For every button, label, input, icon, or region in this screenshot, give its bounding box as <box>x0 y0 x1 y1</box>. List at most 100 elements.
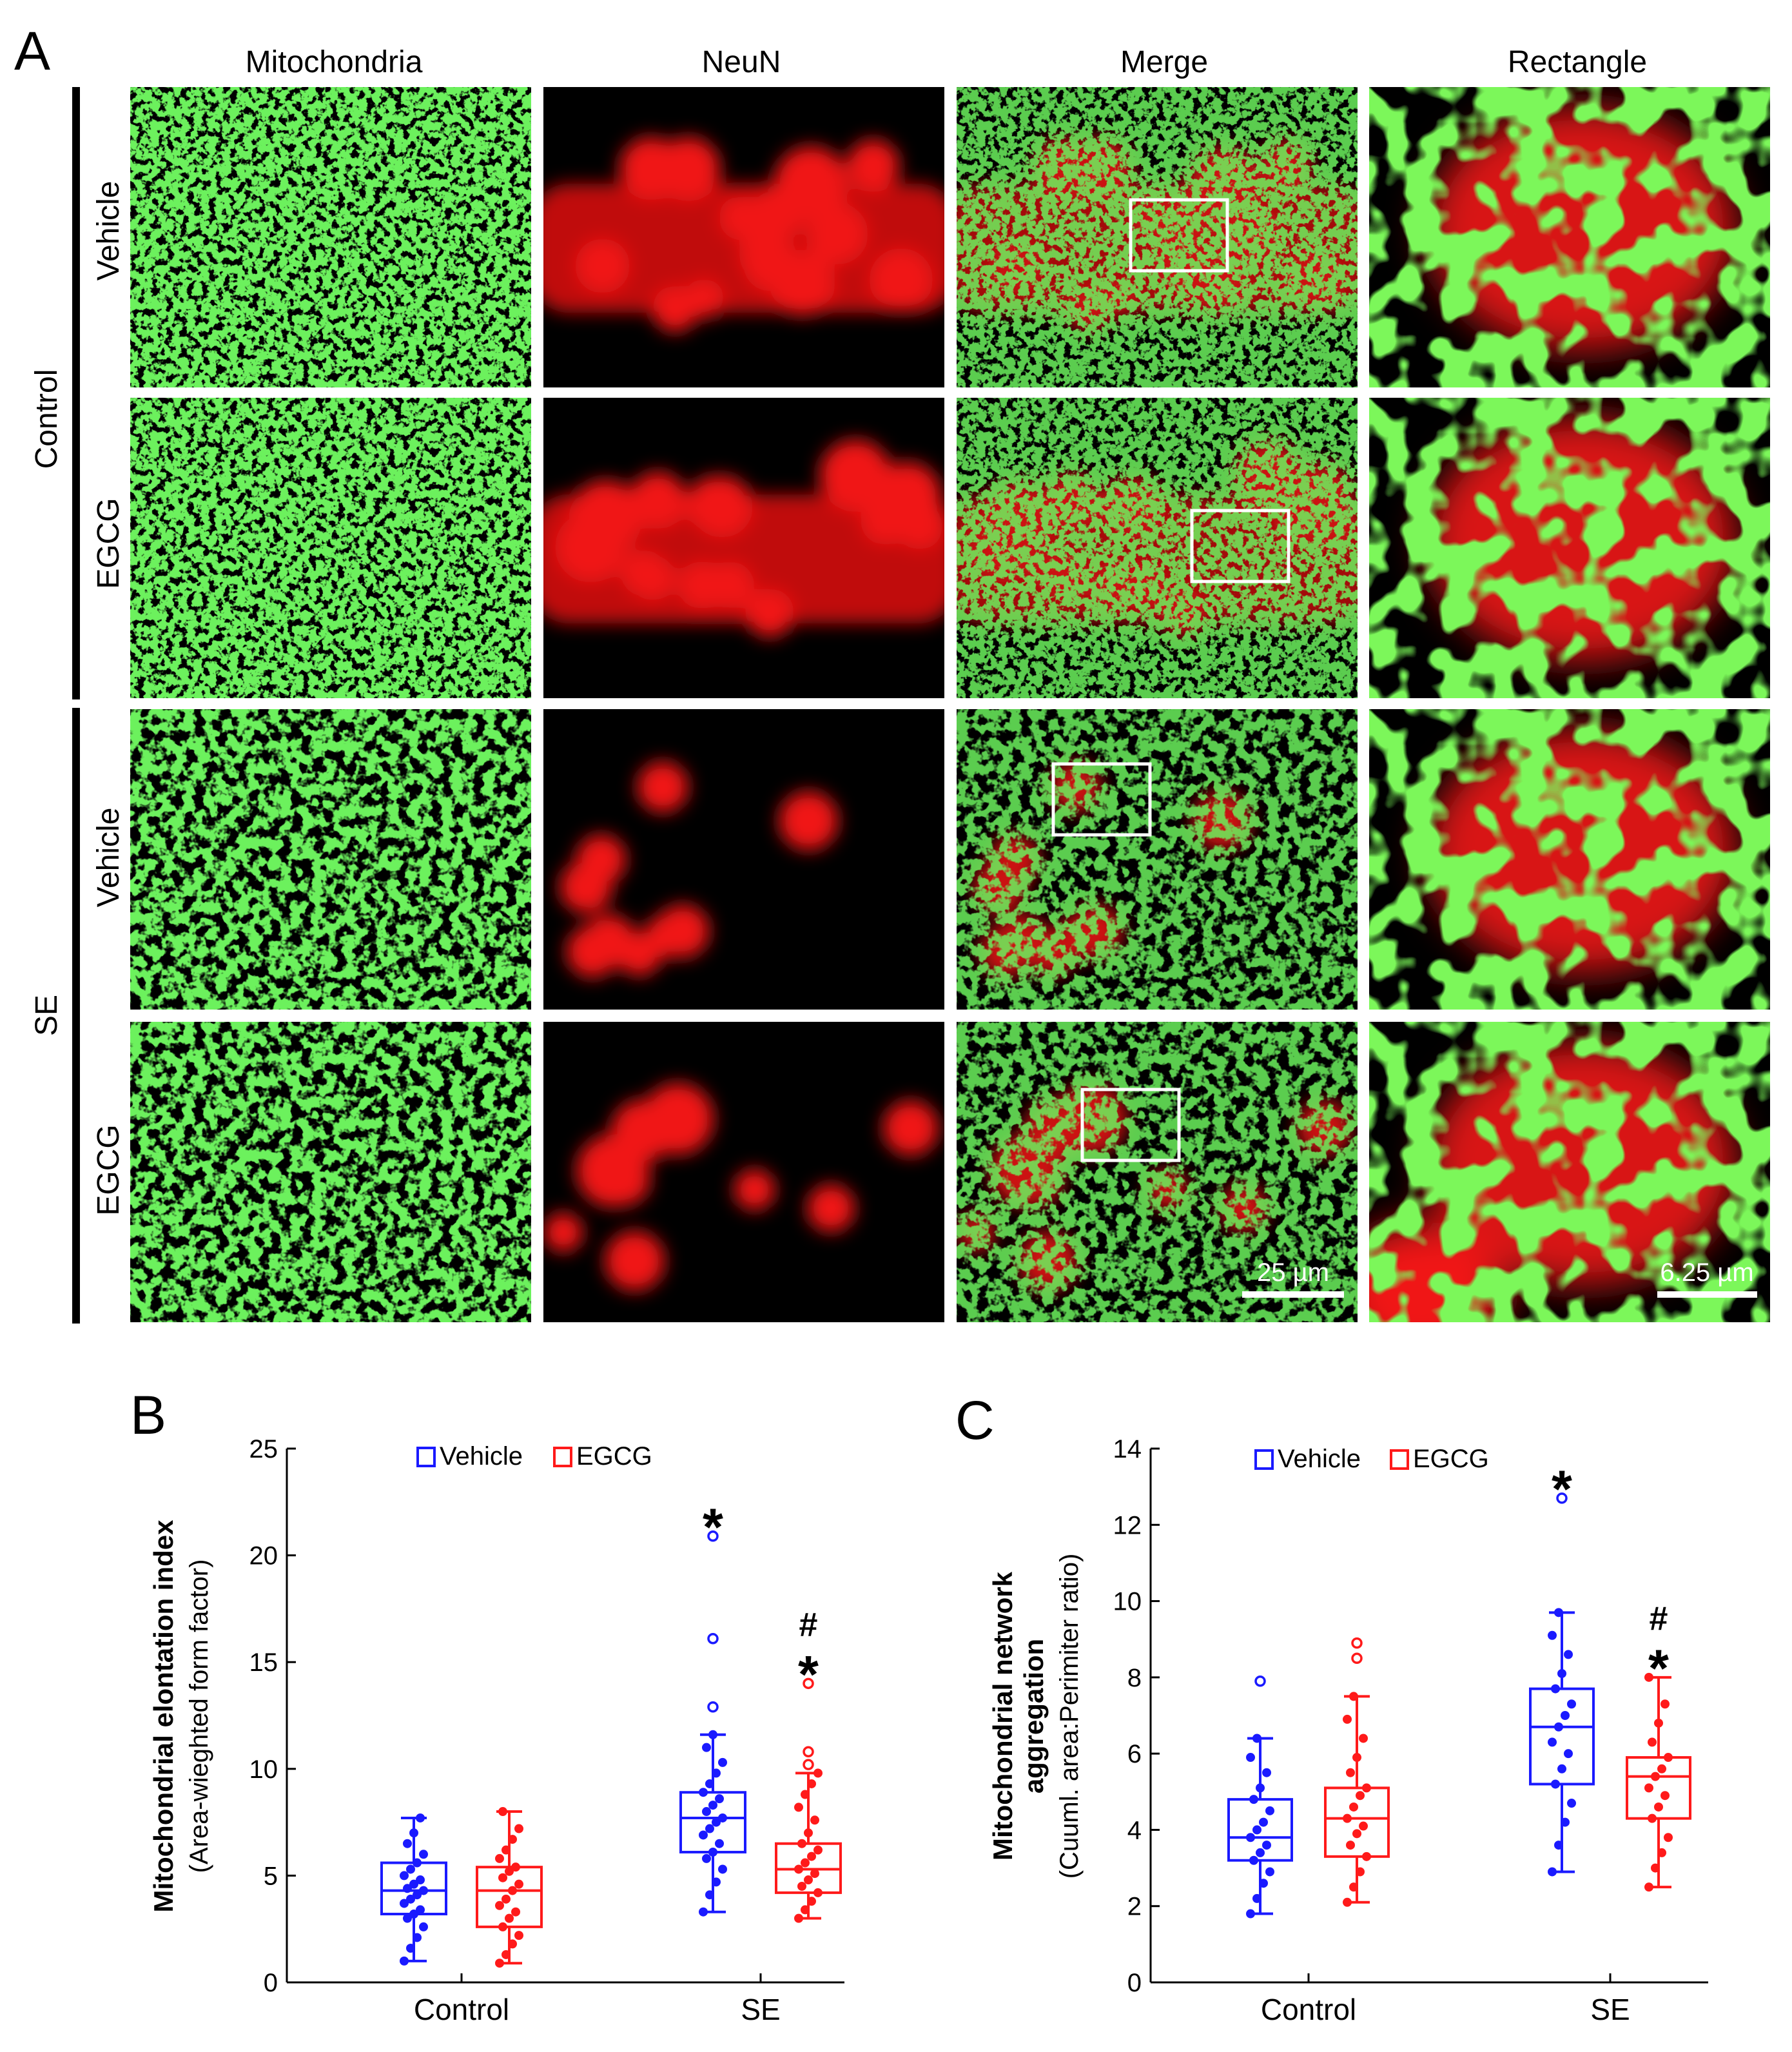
significance-hash: # <box>799 1606 818 1643</box>
data-point <box>409 1910 418 1919</box>
mitochondria-signal-zoom <box>1369 87 1770 387</box>
neun-cell <box>806 1184 855 1233</box>
data-point <box>406 1864 415 1874</box>
y-tick-label: 10 <box>249 1755 278 1784</box>
data-point <box>495 1853 504 1863</box>
micrograph-content <box>543 1082 939 1291</box>
data-point <box>813 1845 823 1855</box>
neun-cell <box>576 1134 650 1207</box>
data-point <box>1564 1749 1573 1759</box>
box-iqr <box>1626 1756 1691 1820</box>
neun-cell <box>779 791 839 851</box>
neun-cell <box>745 589 794 638</box>
roi-rectangle <box>1080 1088 1181 1162</box>
significance-star: * <box>1552 1460 1572 1519</box>
data-point <box>508 1886 517 1895</box>
neun-signal <box>543 1082 939 1291</box>
data-point <box>508 1939 517 1949</box>
data-point <box>718 1813 727 1822</box>
data-point <box>1343 1813 1352 1823</box>
data-point <box>1265 1806 1274 1815</box>
data-point <box>1651 1772 1660 1781</box>
data-point <box>403 1839 412 1848</box>
data-point <box>797 1881 806 1891</box>
y-tick-label: 4 <box>1127 1816 1142 1844</box>
data-point <box>1346 1768 1355 1777</box>
data-point <box>403 1913 412 1923</box>
panel-a-letter: A <box>14 21 50 81</box>
data-point <box>1343 1897 1352 1907</box>
data-point <box>413 1933 422 1942</box>
data-point <box>505 1913 514 1923</box>
column-header-merge: Merge <box>1120 45 1208 79</box>
micrograph-content <box>560 761 839 978</box>
column-headers: Mitochondria NeuN Merge Rectangle <box>246 45 1647 79</box>
data-point <box>502 1845 511 1855</box>
neun-cell <box>846 139 900 193</box>
mitochondria-signal <box>130 87 531 387</box>
data-point <box>514 1879 523 1889</box>
neun-cell <box>582 914 637 969</box>
roi-rectangle <box>1051 762 1152 837</box>
data-point <box>419 1922 428 1931</box>
legend-swatch-egcg <box>1390 1449 1409 1470</box>
data-point <box>409 1879 418 1889</box>
data-point <box>1246 1833 1255 1842</box>
mitochondria-signal-zoom <box>1369 1022 1770 1322</box>
data-point <box>715 1839 724 1848</box>
micrograph-control-egcg-merge <box>957 398 1358 698</box>
data-point <box>514 1931 523 1940</box>
row-label-se-vehicle: Vehicle <box>92 808 126 908</box>
data-point <box>804 1828 813 1838</box>
data-point <box>502 1894 511 1904</box>
data-point <box>705 1824 714 1833</box>
mitochondria-signal <box>957 398 1358 698</box>
data-point <box>416 1875 425 1885</box>
data-point <box>807 1779 816 1788</box>
micrograph-content <box>543 137 944 333</box>
neun-cell <box>543 1212 583 1253</box>
data-point <box>699 1788 708 1797</box>
data-point <box>1259 1879 1268 1888</box>
legend-label-vehicle: Vehicle <box>1278 1445 1361 1473</box>
micrograph-control-vehicle-rectangle <box>1369 87 1770 387</box>
data-point <box>1648 1737 1657 1747</box>
neun-cell <box>719 195 765 240</box>
neun-cell <box>869 248 933 312</box>
neun-cell <box>560 860 613 914</box>
data-point <box>1644 1783 1653 1793</box>
data-point <box>705 1779 714 1788</box>
group-label-se: SE <box>30 995 64 1036</box>
panel-c-letter: C <box>955 1390 995 1451</box>
outlier-point <box>803 1759 814 1770</box>
row-label-se-egcg: EGCG <box>92 1124 126 1215</box>
data-point <box>1259 1817 1268 1827</box>
legend-swatch-egcg <box>553 1447 572 1467</box>
data-point <box>712 1817 721 1827</box>
mitochondria-signal-zoom <box>1369 398 1770 698</box>
data-point <box>1246 1909 1255 1919</box>
scale-bar-rectangle <box>1657 1291 1757 1298</box>
data-point <box>400 1899 409 1908</box>
data-point <box>416 1905 425 1915</box>
significance-star: * <box>1648 1639 1669 1698</box>
data-point <box>511 1862 520 1872</box>
micrograph-content <box>130 709 531 1010</box>
y-tick-label: 15 <box>249 1648 278 1677</box>
data-point <box>511 1907 520 1917</box>
data-point <box>807 1852 816 1861</box>
data-point <box>1249 1855 1258 1865</box>
data-point <box>718 1757 727 1767</box>
neun-cell <box>605 1231 665 1291</box>
mitochondria-signal <box>957 1022 1358 1322</box>
data-point <box>794 1803 803 1812</box>
data-point <box>1557 1764 1566 1774</box>
data-point <box>1548 1867 1557 1877</box>
data-point <box>498 1922 507 1931</box>
data-point <box>400 1871 409 1881</box>
data-point <box>813 1888 823 1897</box>
data-point <box>419 1850 428 1859</box>
micrograph-control-vehicle-mitochondria <box>130 87 531 387</box>
data-point <box>495 1901 504 1910</box>
neun-cell <box>678 561 726 610</box>
